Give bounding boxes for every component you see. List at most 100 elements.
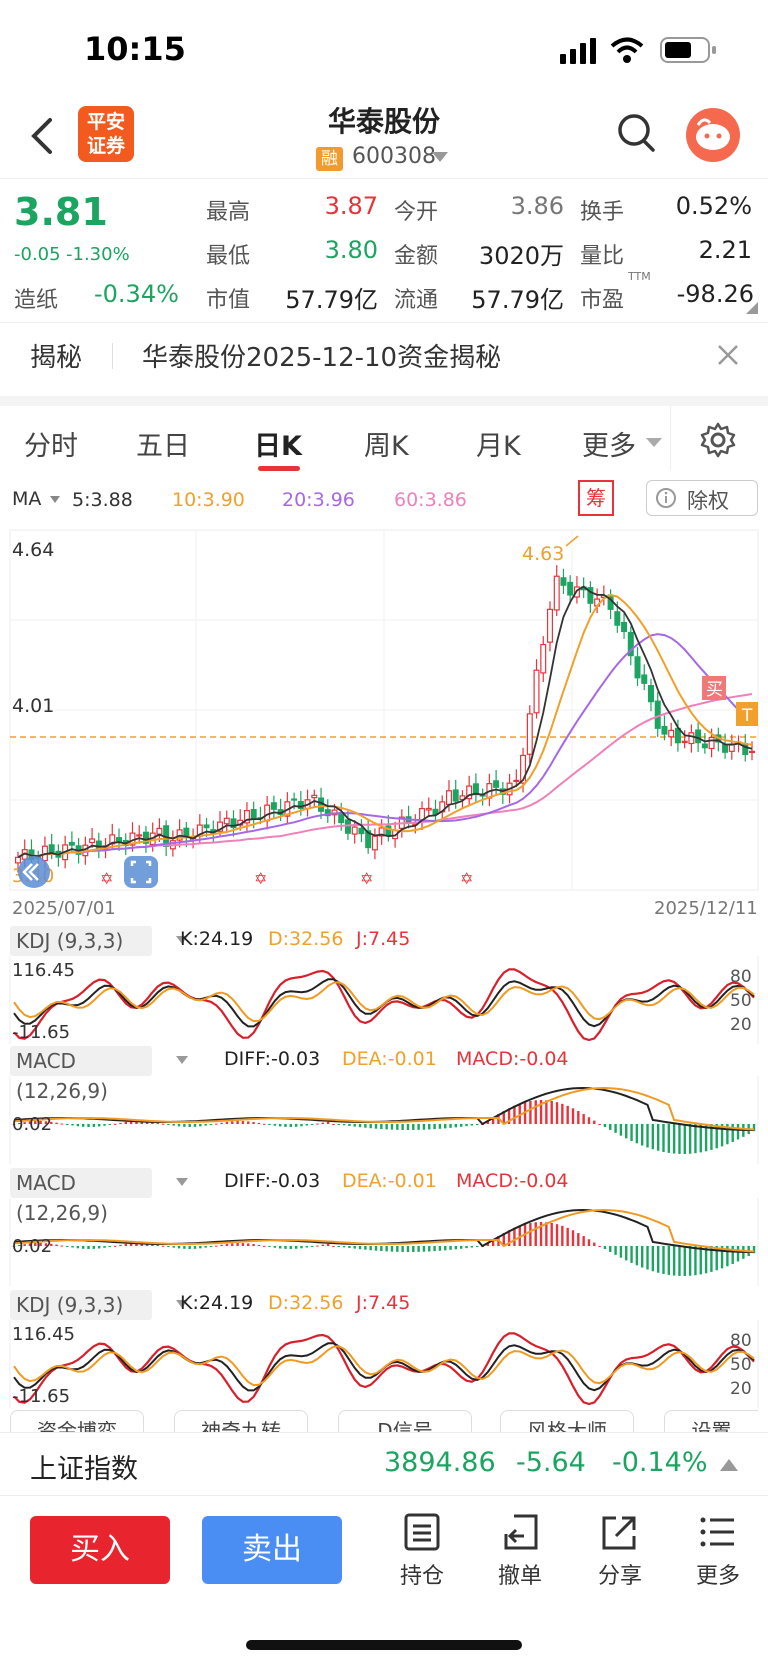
indicator-selector[interactable]: KDJ (9,3,3): [10, 926, 152, 956]
sector-name[interactable]: 造纸: [14, 288, 59, 313]
ex-right-button[interactable]: 除权: [646, 480, 758, 516]
holdings-button[interactable]: 持仓: [382, 1512, 462, 1590]
tab-five-day[interactable]: 五日: [136, 431, 190, 462]
macd-bar: [103, 1246, 106, 1248]
chevron-down-icon[interactable]: [176, 936, 188, 946]
macd-bar: [396, 1246, 399, 1252]
kdj-panel-2[interactable]: KDJ (9,3,3) K:24.19 D:32.56 J:7.45 116.45 -11…: [0, 1290, 768, 1408]
macd-bar: [353, 1246, 356, 1249]
close-icon[interactable]: [716, 343, 740, 367]
macd-bar: [396, 1124, 399, 1130]
macd-bar: [188, 1246, 191, 1249]
candlestick-chart[interactable]: 4.64 4.01 3.40 4.63 买 T ✡ ✡ ✡ ✡ 2025/07/…: [0, 526, 768, 926]
macd-bar: [619, 1124, 623, 1136]
chevron-down-icon[interactable]: [176, 1300, 188, 1310]
chevron-down-icon[interactable]: [176, 1178, 188, 1188]
macd-bar: [209, 1124, 213, 1125]
macd-bar: [209, 1246, 213, 1247]
share-button[interactable]: 分享: [580, 1512, 660, 1590]
sell-button[interactable]: 卖出: [202, 1516, 342, 1584]
macd-bar: [406, 1246, 410, 1252]
chip-distribution-button[interactable]: 筹: [578, 480, 614, 516]
ma10-value: 10:3.90: [172, 489, 245, 511]
candle-body: [748, 750, 755, 753]
macd-bar: [215, 1123, 218, 1125]
tab-monthly-k[interactable]: 月K: [476, 431, 521, 462]
assistant-avatar[interactable]: [686, 108, 740, 162]
back-icon[interactable]: [26, 116, 56, 156]
macd-bar: [736, 1124, 740, 1140]
macd-bar: [603, 1246, 607, 1249]
macd-panel[interactable]: MACD (12,26,9) DIFF:-0.03 DEA:-0.01 MACD:-0…: [0, 1046, 768, 1164]
macd-bar: [92, 1246, 96, 1249]
macd-bar: [241, 1121, 245, 1124]
macd-bar: [641, 1246, 644, 1268]
active-tab-indicator: [258, 466, 300, 471]
macd-zero-value: 0.02: [12, 1236, 52, 1257]
macd-bar: [401, 1124, 404, 1130]
macd-bar: [225, 1121, 229, 1124]
macd-bar: [44, 1121, 48, 1124]
nine-turn-marker: ✡: [100, 869, 113, 888]
chevron-down-icon[interactable]: [50, 496, 60, 504]
reveal-text[interactable]: 华泰股份2025-12-10资金揭秘: [142, 343, 502, 373]
broker-logo[interactable]: 平安 证券: [78, 106, 134, 162]
tab-intraday[interactable]: 分时: [24, 431, 78, 462]
candle-body: [587, 587, 594, 604]
open-label: 今开: [394, 200, 439, 225]
wifi-icon: [610, 37, 644, 63]
macd-bar: [614, 1124, 617, 1133]
amount-label: 金额: [394, 244, 439, 269]
macd-bar: [545, 1222, 548, 1246]
macd-bar: [263, 1123, 266, 1125]
status-time: 10:15: [84, 30, 186, 68]
macd-diff-value: DIFF:-0.03: [224, 1048, 321, 1070]
candle-body: [688, 732, 695, 745]
indicator-selector[interactable]: MACD (12,26,9): [10, 1046, 152, 1103]
ex-right-label: 除权: [687, 489, 729, 513]
dropdown-caret-icon[interactable]: [432, 152, 448, 164]
indicator-selector[interactable]: KDJ (9,3,3): [10, 1290, 152, 1320]
gear-icon[interactable]: [700, 422, 736, 458]
stock-code[interactable]: 600308: [352, 144, 436, 169]
tab-daily-k[interactable]: 日K: [254, 431, 302, 462]
macd-bar: [220, 1244, 223, 1246]
tab-more[interactable]: 更多: [582, 431, 636, 462]
macd-bar: [140, 1243, 143, 1246]
expand-corner-icon[interactable]: [746, 302, 758, 314]
macd-bar: [167, 1124, 170, 1125]
macd-panel-2[interactable]: MACD (12,26,9) DIFF:-0.03 DEA:-0.01 MACD:-0…: [0, 1168, 768, 1286]
macd-bar: [268, 1124, 271, 1125]
tab-weekly-k[interactable]: 周K: [364, 431, 409, 462]
fund-reveal-bar[interactable]: 揭秘 华泰股份2025-12-10资金揭秘: [0, 322, 768, 388]
macd-bar: [571, 1108, 575, 1124]
macd-bar: [199, 1124, 202, 1127]
cancel-order-label: 撤单: [497, 1564, 542, 1589]
candle-body: [661, 725, 668, 735]
buy-button[interactable]: 买入: [30, 1516, 170, 1584]
chevron-up-icon[interactable]: [720, 1459, 738, 1471]
candle-body: [742, 744, 749, 756]
candle-body: [540, 643, 547, 674]
battery-icon: [660, 37, 716, 63]
stock-name[interactable]: 华泰股份: [327, 105, 440, 138]
ma-label[interactable]: MA: [12, 488, 42, 510]
kdj-panel[interactable]: KDJ (9,3,3) K:24.19 D:32.56 J:7.45 116.45 -11…: [0, 926, 768, 1044]
macd-bar: [225, 1243, 229, 1246]
macd-bar: [454, 1124, 458, 1128]
macd-bar: [273, 1246, 277, 1248]
more-button[interactable]: 更多: [678, 1512, 758, 1590]
candle-body: [365, 830, 372, 849]
open-value: 3.86: [510, 192, 564, 220]
macd-zero-value: 0.02: [12, 1114, 52, 1135]
index-ticker[interactable]: 上证指数 3894.86 -5.64 -0.14%: [0, 1432, 768, 1496]
indicator-selector[interactable]: MACD (12,26,9): [10, 1168, 152, 1225]
macd-bar: [97, 1124, 101, 1127]
macd-dea-value: DEA:-0.01: [342, 1048, 437, 1070]
macd-bar: [534, 1222, 537, 1246]
search-icon[interactable]: [616, 112, 656, 154]
macd-bar: [135, 1243, 138, 1246]
chevron-down-icon[interactable]: [176, 1056, 188, 1066]
cancel-order-button[interactable]: 撤单: [480, 1512, 560, 1590]
kdj-ref-r2: 50: [730, 1355, 752, 1375]
